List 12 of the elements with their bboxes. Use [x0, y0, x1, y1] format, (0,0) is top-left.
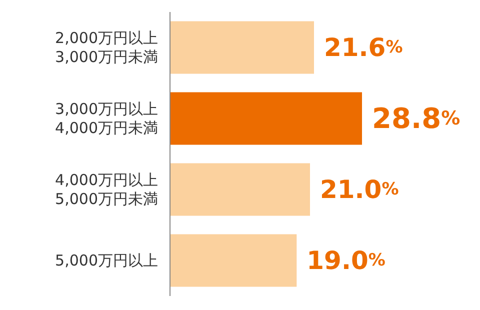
data-label: 21.0%	[320, 175, 399, 204]
bar	[170, 92, 362, 145]
data-label: 28.8%	[372, 102, 460, 135]
bar	[170, 21, 314, 74]
y-tick-label: 4,000万円以上 5,000万円未満	[55, 171, 158, 208]
y-tick-label: 3,000万円以上 4,000万円未満	[55, 100, 158, 137]
bar	[170, 163, 310, 216]
data-label: 21.6%	[324, 33, 403, 62]
bar	[170, 234, 297, 287]
y-tick-label: 5,000万円以上	[55, 252, 158, 270]
data-label: 19.0%	[306, 246, 386, 275]
y-tick-label: 2,000万円以上 3,000万円未満	[55, 29, 158, 66]
